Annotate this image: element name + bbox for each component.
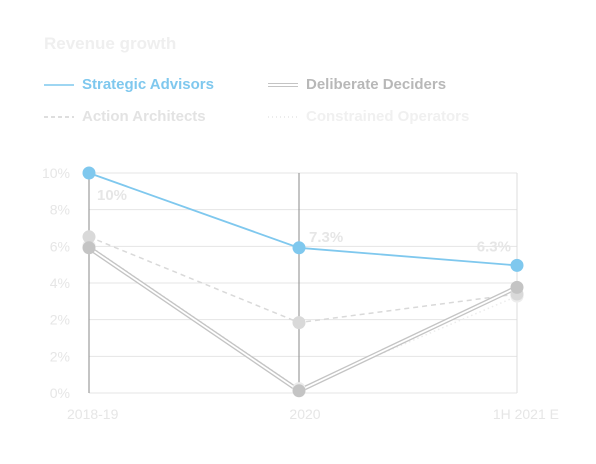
- data-label: 10%: [97, 187, 127, 204]
- data-point: [292, 241, 306, 255]
- y-tick-label: 10%: [42, 165, 70, 181]
- data-points: [82, 166, 524, 398]
- grid: [88, 172, 518, 394]
- legend-item-constrained-operators: Constrained Operators: [268, 108, 469, 125]
- data-label: 6.3%: [477, 238, 511, 255]
- x-tick-label: 1H 2021 E: [493, 406, 559, 422]
- legend-swatch-dotted: [268, 115, 298, 118]
- data-labels: 10% 7.3% 6.3%: [97, 187, 511, 255]
- y-tick-label: 8%: [50, 202, 70, 218]
- y-tick-label: 6%: [50, 238, 70, 254]
- legend-swatch-dashed: [44, 115, 74, 118]
- legend-label: Constrained Operators: [306, 108, 470, 125]
- data-point: [82, 166, 96, 180]
- legend-label: Action Architects: [82, 108, 206, 125]
- data-point: [292, 316, 306, 330]
- y-tick-label: 2%: [50, 312, 70, 328]
- axis-ticks: 0% 2% 2% 4% 6% 8% 10% 2018-19 2020 1H 2021 E: [42, 165, 559, 422]
- x-tick-label: 2018-19: [67, 406, 119, 422]
- x-tick-label: 2020: [289, 406, 320, 422]
- data-point: [510, 258, 524, 272]
- data-point: [82, 241, 96, 255]
- data-point: [82, 230, 96, 244]
- data-point: [510, 280, 524, 294]
- y-tick-label: 4%: [50, 275, 70, 291]
- legend-label: Strategic Advisors: [82, 76, 214, 93]
- data-point: [292, 384, 306, 398]
- legend-swatch-solid: [44, 83, 74, 86]
- legend-label: Deliberate Deciders: [306, 76, 447, 93]
- legend-item-deliberate-deciders: Deliberate Deciders: [268, 76, 446, 93]
- y-tick-label: 0%: [50, 385, 70, 401]
- legend-swatch-double: [268, 82, 298, 87]
- chart-title: Revenue growth: [44, 34, 177, 53]
- legend-item-strategic-advisors: Strategic Advisors: [44, 76, 214, 93]
- y-tick-label: 2%: [50, 348, 70, 364]
- legend: Strategic Advisors Deliberate Deciders A…: [44, 76, 564, 136]
- data-label: 7.3%: [309, 229, 343, 246]
- legend-item-action-architects: Action Architects: [44, 108, 206, 125]
- series-lines: [87, 172, 518, 394]
